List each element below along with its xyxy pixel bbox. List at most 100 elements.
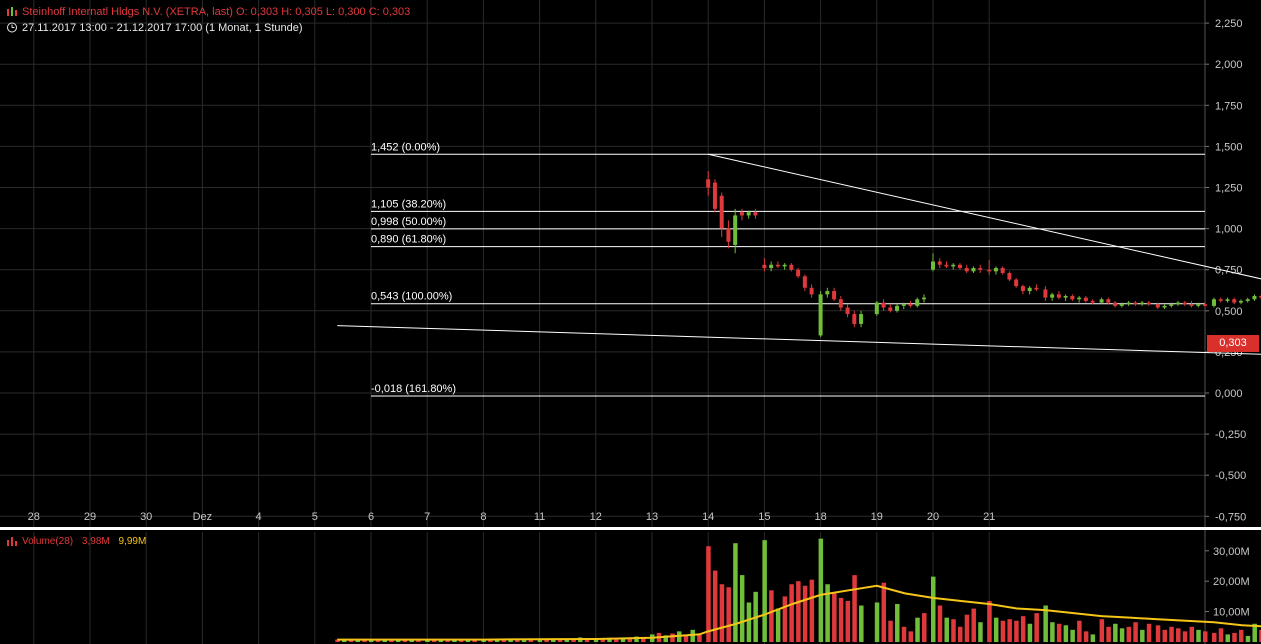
candle-body (838, 299, 843, 308)
volume-bar (978, 622, 983, 642)
x-tick-label: 6 (368, 511, 374, 523)
candle-body (1140, 302, 1145, 305)
candle-body (1212, 299, 1216, 306)
y-tick-label: 0,000 (1215, 388, 1243, 400)
volume-bar (348, 639, 354, 642)
volume-bar (438, 639, 444, 642)
candle-body (809, 287, 814, 295)
volume-bar (1212, 632, 1217, 642)
candle-body (901, 304, 906, 306)
volume-bar (874, 602, 880, 642)
candle-body (1056, 294, 1061, 298)
volume-y-tick-label: 20,00M (1213, 576, 1250, 588)
volume-bar (1225, 634, 1230, 642)
candle-body (1113, 302, 1118, 306)
volume-bar (1155, 625, 1161, 642)
candle-body (1050, 294, 1055, 298)
volume-bar (1146, 623, 1152, 642)
candle-body (712, 182, 717, 209)
volume-bar (600, 638, 606, 642)
chart-icon[interactable] (6, 7, 18, 18)
volume-bar (375, 640, 381, 642)
volume-bar (1000, 620, 1006, 642)
fibonacci-label: 0,998 (50.00%) (371, 216, 446, 228)
volume-bar (782, 596, 788, 642)
volume-bar (382, 639, 387, 642)
candle-body (1090, 300, 1095, 303)
y-tick-label: -0,250 (1215, 429, 1246, 441)
candle-body (1126, 302, 1131, 305)
volume-bar (1050, 622, 1055, 642)
volume-icon[interactable] (6, 536, 18, 547)
candle-body (1196, 304, 1201, 306)
x-tick-label: 28 (28, 511, 40, 523)
x-tick-label: 21 (983, 511, 995, 523)
x-tick-label: 12 (590, 511, 602, 523)
candle-body (825, 291, 830, 295)
candle-body (978, 268, 983, 270)
y-tick-label: 1,750 (1215, 100, 1243, 112)
volume-bar (1203, 631, 1208, 642)
candle-body (775, 264, 780, 267)
volume-bar (915, 617, 920, 642)
volume-bar (706, 546, 711, 642)
volume-bar (494, 639, 500, 642)
volume-bar (859, 605, 864, 642)
fibonacci-label: 1,105 (38.20%) (371, 198, 446, 210)
volume-bar (697, 634, 702, 642)
volume-ma-value: 9,99M (118, 536, 147, 547)
volume-bar (951, 619, 956, 642)
volume-bar (1099, 619, 1105, 642)
volume-bar (845, 600, 851, 642)
volume-bar (1014, 620, 1019, 642)
volume-bar (389, 639, 394, 642)
volume-bar (620, 638, 626, 642)
candle-body (859, 314, 864, 324)
volume-bar (1176, 628, 1181, 642)
candle-body (931, 261, 935, 270)
volume-bar (895, 604, 900, 642)
volume-bar (971, 608, 976, 642)
volume-bar (1027, 623, 1033, 642)
candle-body (1063, 296, 1068, 298)
volume-bar (452, 640, 457, 642)
volume-bar (775, 608, 781, 642)
candles (706, 171, 1261, 338)
volume-bar (1070, 629, 1075, 642)
y-tick-label: 0,750 (1215, 265, 1243, 277)
volume-bar (922, 613, 927, 642)
x-tick-label: 20 (927, 511, 939, 523)
date-range: 27.11.2017 13:00 - 21.12.2017 17:00 (1 M… (22, 22, 303, 34)
x-tick-label: 13 (646, 511, 658, 523)
volume-bar (508, 639, 513, 642)
candle-body (1133, 302, 1138, 305)
volume-bar (931, 576, 936, 642)
volume-bar (1182, 631, 1188, 642)
candle-body (1106, 299, 1111, 303)
candle-body (1034, 287, 1039, 290)
x-tick-label: 11 (534, 511, 545, 523)
volume-bar (335, 639, 340, 642)
volume-bar (683, 635, 689, 642)
volume-bar (1043, 605, 1048, 642)
candle-body (845, 307, 850, 315)
volume-bar (501, 640, 507, 642)
candle-body (769, 264, 774, 269)
volume-bar (627, 637, 633, 642)
candle-body (993, 268, 998, 272)
volume-bar (852, 575, 857, 642)
volume-bar (901, 626, 907, 642)
candle-body (1119, 304, 1124, 306)
candle-body (753, 212, 758, 216)
volume-bar (1140, 629, 1145, 642)
price-grid (0, 0, 1209, 644)
volume-bar (1126, 626, 1132, 642)
volume-bar (1189, 626, 1195, 642)
candle-body (796, 269, 801, 277)
candle-body (852, 314, 857, 324)
volume-bar (1083, 631, 1089, 642)
volume-bar (838, 597, 844, 642)
volume-bar (908, 631, 914, 642)
candle-body (1238, 300, 1243, 303)
candle-body (1259, 296, 1261, 298)
